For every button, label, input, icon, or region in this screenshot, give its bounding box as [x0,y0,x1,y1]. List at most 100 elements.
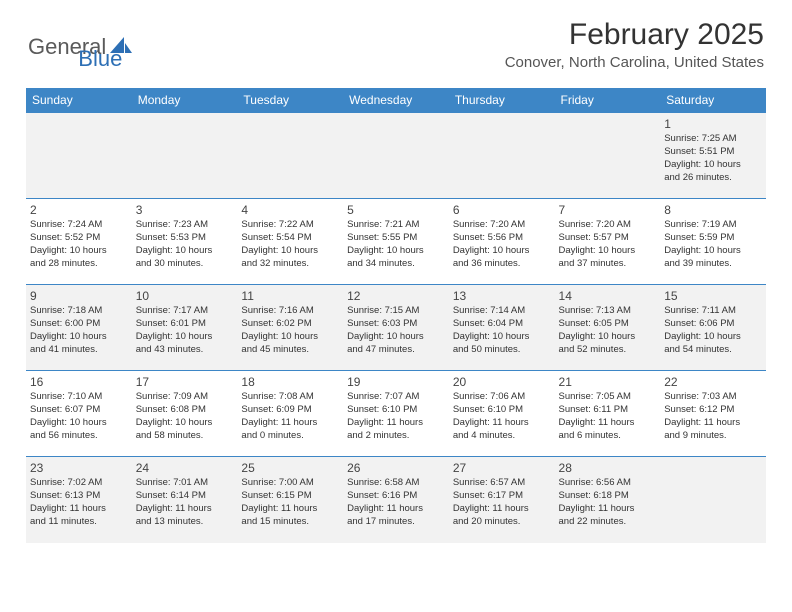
calendar-week-row: 1Sunrise: 7:25 AMSunset: 5:51 PMDaylight… [26,113,766,199]
day-detail-line: Sunset: 6:16 PM [347,490,445,503]
day-header: Friday [555,88,661,113]
day-number: 14 [559,288,657,304]
day-detail-line: Sunrise: 7:01 AM [136,477,234,490]
day-detail-line: and 39 minutes. [664,258,762,271]
day-detail-line: Sunset: 5:53 PM [136,232,234,245]
day-detail-line: Sunset: 6:04 PM [453,318,551,331]
day-detail-line: Sunset: 6:07 PM [30,404,128,417]
day-detail-line: Sunrise: 7:03 AM [664,391,762,404]
day-detail-line: Sunrise: 7:05 AM [559,391,657,404]
day-header: Thursday [449,88,555,113]
calendar-day-cell: 19Sunrise: 7:07 AMSunset: 6:10 PMDayligh… [343,371,449,457]
day-number: 8 [664,202,762,218]
title-block: February 2025 Conover, North Carolina, U… [505,18,764,71]
day-detail-line: Daylight: 10 hours [347,245,445,258]
day-detail-line: and 2 minutes. [347,430,445,443]
day-detail-line: Daylight: 10 hours [559,331,657,344]
day-detail-line: Sunset: 5:51 PM [664,146,762,159]
logo: General Blue [28,22,122,72]
calendar-day-cell: 23Sunrise: 7:02 AMSunset: 6:13 PMDayligh… [26,457,132,543]
day-number: 13 [453,288,551,304]
calendar-day-cell: 25Sunrise: 7:00 AMSunset: 6:15 PMDayligh… [237,457,343,543]
day-detail-line: and 52 minutes. [559,344,657,357]
calendar-week-row: 23Sunrise: 7:02 AMSunset: 6:13 PMDayligh… [26,457,766,543]
day-detail-line: Sunset: 6:18 PM [559,490,657,503]
calendar-day-cell: 12Sunrise: 7:15 AMSunset: 6:03 PMDayligh… [343,285,449,371]
calendar-day-cell: 26Sunrise: 6:58 AMSunset: 6:16 PMDayligh… [343,457,449,543]
day-detail-line: Sunset: 6:06 PM [664,318,762,331]
calendar-day-cell: 24Sunrise: 7:01 AMSunset: 6:14 PMDayligh… [132,457,238,543]
day-detail-line: Sunrise: 7:20 AM [559,219,657,232]
day-detail-line: Sunrise: 7:16 AM [241,305,339,318]
day-detail-line: and 34 minutes. [347,258,445,271]
day-detail-line: and 4 minutes. [453,430,551,443]
day-header-row: Sunday Monday Tuesday Wednesday Thursday… [26,88,766,113]
day-detail-line: Daylight: 11 hours [347,417,445,430]
day-number: 11 [241,288,339,304]
day-number: 6 [453,202,551,218]
day-detail-line: Sunset: 5:59 PM [664,232,762,245]
day-number: 17 [136,374,234,390]
day-header: Sunday [26,88,132,113]
calendar-day-cell: 20Sunrise: 7:06 AMSunset: 6:10 PMDayligh… [449,371,555,457]
day-number: 3 [136,202,234,218]
day-detail-line: Sunrise: 7:20 AM [453,219,551,232]
day-number: 7 [559,202,657,218]
calendar-day-cell: 21Sunrise: 7:05 AMSunset: 6:11 PMDayligh… [555,371,661,457]
day-detail-line: Sunrise: 7:00 AM [241,477,339,490]
day-number: 2 [30,202,128,218]
day-number: 23 [30,460,128,476]
day-detail-line: Daylight: 11 hours [453,503,551,516]
calendar-day-cell: 18Sunrise: 7:08 AMSunset: 6:09 PMDayligh… [237,371,343,457]
day-detail-line: Sunrise: 7:10 AM [30,391,128,404]
day-detail-line: Sunset: 6:15 PM [241,490,339,503]
day-detail-line: Sunset: 6:11 PM [559,404,657,417]
calendar-table: Sunday Monday Tuesday Wednesday Thursday… [26,88,766,543]
day-detail-line: and 45 minutes. [241,344,339,357]
day-detail-line: Sunset: 6:10 PM [453,404,551,417]
day-detail-line: Daylight: 11 hours [347,503,445,516]
day-detail-line: Daylight: 10 hours [30,417,128,430]
calendar-day-cell [660,457,766,543]
calendar-week-row: 9Sunrise: 7:18 AMSunset: 6:00 PMDaylight… [26,285,766,371]
day-detail-line: Sunset: 6:02 PM [241,318,339,331]
calendar-day-cell: 16Sunrise: 7:10 AMSunset: 6:07 PMDayligh… [26,371,132,457]
day-detail-line: and 41 minutes. [30,344,128,357]
day-detail-line: Sunset: 6:05 PM [559,318,657,331]
day-detail-line: Daylight: 11 hours [453,417,551,430]
day-detail-line: Daylight: 10 hours [347,331,445,344]
calendar-day-cell: 27Sunrise: 6:57 AMSunset: 6:17 PMDayligh… [449,457,555,543]
calendar-day-cell: 6Sunrise: 7:20 AMSunset: 5:56 PMDaylight… [449,199,555,285]
day-detail-line: Sunset: 5:52 PM [30,232,128,245]
day-detail-line: Daylight: 11 hours [30,503,128,516]
day-detail-line: Daylight: 10 hours [453,245,551,258]
day-detail-line: Sunset: 6:00 PM [30,318,128,331]
day-number: 28 [559,460,657,476]
day-detail-line: Daylight: 11 hours [559,417,657,430]
day-detail-line: Daylight: 10 hours [136,245,234,258]
day-number: 1 [664,116,762,132]
calendar-day-cell: 8Sunrise: 7:19 AMSunset: 5:59 PMDaylight… [660,199,766,285]
calendar-day-cell: 2Sunrise: 7:24 AMSunset: 5:52 PMDaylight… [26,199,132,285]
day-detail-line: and 26 minutes. [664,172,762,185]
calendar-day-cell: 28Sunrise: 6:56 AMSunset: 6:18 PMDayligh… [555,457,661,543]
calendar-day-cell: 3Sunrise: 7:23 AMSunset: 5:53 PMDaylight… [132,199,238,285]
day-detail-line: Daylight: 10 hours [664,245,762,258]
day-detail-line: and 56 minutes. [30,430,128,443]
day-detail-line: Sunset: 5:54 PM [241,232,339,245]
day-detail-line: and 32 minutes. [241,258,339,271]
day-detail-line: and 15 minutes. [241,516,339,529]
day-detail-line: Sunset: 5:56 PM [453,232,551,245]
logo-text-blue: Blue [78,46,122,72]
day-detail-line: and 0 minutes. [241,430,339,443]
day-detail-line: and 6 minutes. [559,430,657,443]
day-header: Saturday [660,88,766,113]
day-detail-line: and 9 minutes. [664,430,762,443]
day-detail-line: and 58 minutes. [136,430,234,443]
day-detail-line: Sunrise: 7:09 AM [136,391,234,404]
day-detail-line: Sunrise: 7:15 AM [347,305,445,318]
day-detail-line: Sunrise: 6:56 AM [559,477,657,490]
day-detail-line: Daylight: 10 hours [664,331,762,344]
day-number: 18 [241,374,339,390]
day-detail-line: Sunset: 6:09 PM [241,404,339,417]
